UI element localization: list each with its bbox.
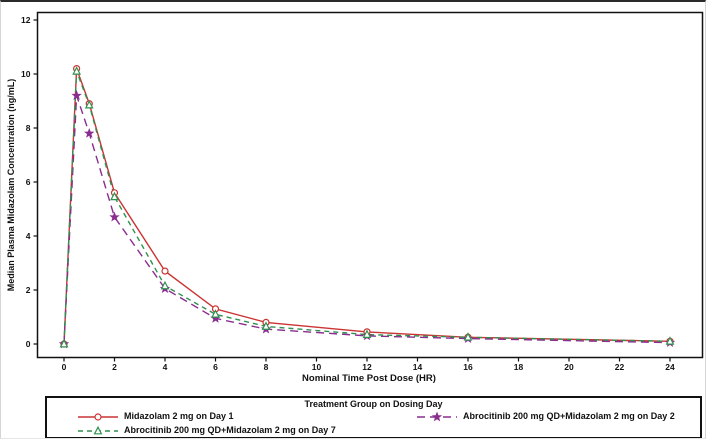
x-tick-label: 14 xyxy=(413,362,423,372)
legend: Treatment Group on Dosing Day Midazolam … xyxy=(45,396,702,438)
circle-open-marker-icon xyxy=(94,412,102,421)
y-tick-label: 10 xyxy=(21,69,31,79)
x-tick-label: 22 xyxy=(615,362,625,372)
triangle-open-marker-icon xyxy=(72,66,82,75)
x-tick-label: 18 xyxy=(514,362,524,372)
legend-label: Abrocitinib 200 mg QD+Midazolam 2 mg on … xyxy=(124,425,336,435)
triangle-open-marker-icon xyxy=(110,191,119,201)
y-tick-label: 0 xyxy=(26,339,31,349)
legend-label: Midazolam 2 mg on Day 1 xyxy=(124,411,234,421)
triangle-open-marker-icon xyxy=(463,332,473,341)
legend-entry-abrocitinib-day2: Abrocitinib 200 mg QD+Midazolam 2 mg on … xyxy=(416,410,694,423)
x-tick-label: 24 xyxy=(665,362,675,372)
triangle-open-marker-icon xyxy=(59,338,69,348)
y-tick-label: 2 xyxy=(26,285,31,295)
plot-frame xyxy=(36,11,704,359)
legend-entry-midazolam-day1: Midazolam 2 mg on Day 1 xyxy=(77,410,412,423)
legend-label: Abrocitinib 200 mg QD+Midazolam 2 mg on … xyxy=(463,411,675,421)
legend-entries: Midazolam 2 mg on Day 1 Abrocitinib 200 … xyxy=(53,410,694,437)
legend-sample-green-triangle-icon xyxy=(78,425,118,434)
legend-sample-red-circle-icon xyxy=(78,412,118,421)
x-tick-label: 2 xyxy=(112,362,117,372)
x-tick-label: 12 xyxy=(362,362,372,372)
series-line-midazolam-day1 xyxy=(63,68,671,345)
star-filled-marker-icon xyxy=(84,127,95,138)
star-filled-marker-icon xyxy=(71,90,82,101)
y-tick-label: 8 xyxy=(26,123,31,133)
y-tick-label: 12 xyxy=(21,15,31,25)
series-line-abrocitinib-day7 xyxy=(63,71,671,345)
x-tick-label: 6 xyxy=(213,362,218,372)
y-tick-label: 4 xyxy=(26,231,31,241)
x-tick-label: 8 xyxy=(264,362,269,372)
legend-sample-purple-star-icon xyxy=(417,411,457,421)
x-tick-label: 16 xyxy=(463,362,473,372)
legend-entry-abrocitinib-day7: Abrocitinib 200 mg QD+Midazolam 2 mg on … xyxy=(77,424,412,437)
triangle-open-marker-icon xyxy=(665,336,675,345)
triangle-open-marker-icon xyxy=(362,329,372,338)
star-filled-marker-icon xyxy=(431,411,443,421)
triangle-open-marker-icon xyxy=(261,321,271,330)
x-tick-label: 0 xyxy=(62,362,67,372)
x-axis-title: Nominal Time Post Dose (HR) xyxy=(302,373,436,384)
circle-open-marker-icon xyxy=(161,267,169,275)
y-axis-title: Median Plasma Midazolam Concentration (n… xyxy=(6,78,16,292)
triangle-open-marker-icon xyxy=(93,425,103,434)
x-tick-label: 20 xyxy=(564,362,574,372)
x-tick-label: 4 xyxy=(163,362,168,372)
legend-title: Treatment Group on Dosing Day xyxy=(304,399,443,409)
triangle-open-marker-icon xyxy=(211,309,220,318)
star-filled-marker-icon xyxy=(109,211,120,222)
x-tick-label: 10 xyxy=(312,362,322,372)
y-tick-label: 6 xyxy=(26,177,31,187)
triangle-open-marker-icon xyxy=(160,280,170,290)
triangle-open-marker-icon xyxy=(84,99,94,109)
series-line-abrocitinib-day2 xyxy=(63,95,671,345)
